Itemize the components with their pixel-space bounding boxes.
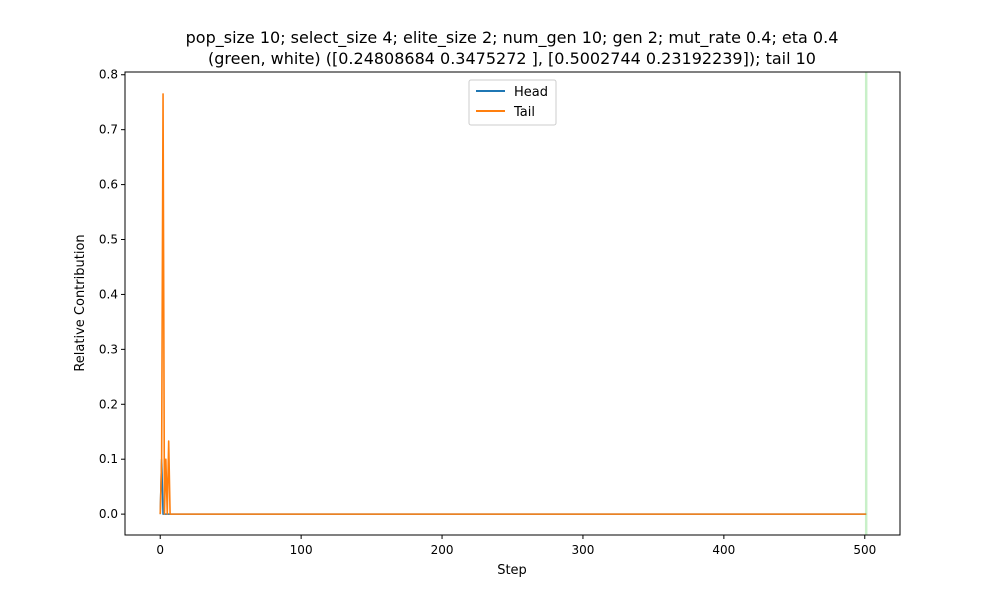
plot-area: 0 100 200 300 400 500 0.0 0.1 0.2 0.3 0.4 0.5 0.6 0.7… bbox=[99, 68, 876, 557]
y-tick-label: 0.8 bbox=[99, 68, 118, 82]
legend: Head Tail bbox=[468, 79, 557, 126]
axes-frame bbox=[124, 71, 901, 536]
chart-title-line-2: (green, white) ([0.24808684 0.3475272 ],… bbox=[208, 49, 816, 68]
y-axis-label: Relative Contribution bbox=[73, 234, 88, 371]
y-tick-label: 0.2 bbox=[99, 397, 118, 411]
series-line-head bbox=[159, 458, 867, 515]
legend-label-tail: Tail bbox=[513, 105, 535, 120]
y-tick-label: 0.1 bbox=[99, 452, 118, 466]
y-tick-label: 0.3 bbox=[99, 342, 118, 356]
x-tick-label: 100 bbox=[290, 543, 313, 557]
series-line-tail bbox=[159, 93, 867, 515]
y-tick-label: 0.0 bbox=[99, 507, 118, 521]
legend-label-head: Head bbox=[514, 85, 548, 100]
x-tick-label: 0 bbox=[156, 543, 164, 557]
y-tick-label: 0.7 bbox=[99, 123, 118, 137]
x-axis-label: Step bbox=[497, 563, 527, 578]
x-tick-label: 300 bbox=[572, 543, 595, 557]
x-tick-label: 200 bbox=[431, 543, 454, 557]
x-tick-label: 400 bbox=[712, 543, 735, 557]
y-tick-label: 0.6 bbox=[99, 178, 118, 192]
y-tick-label: 0.4 bbox=[99, 287, 118, 301]
y-tick-label: 0.5 bbox=[99, 233, 118, 247]
chart-title-line-1: pop_size 10; select_size 4; elite_size 2… bbox=[186, 28, 839, 48]
x-tick-label: 500 bbox=[853, 543, 876, 557]
